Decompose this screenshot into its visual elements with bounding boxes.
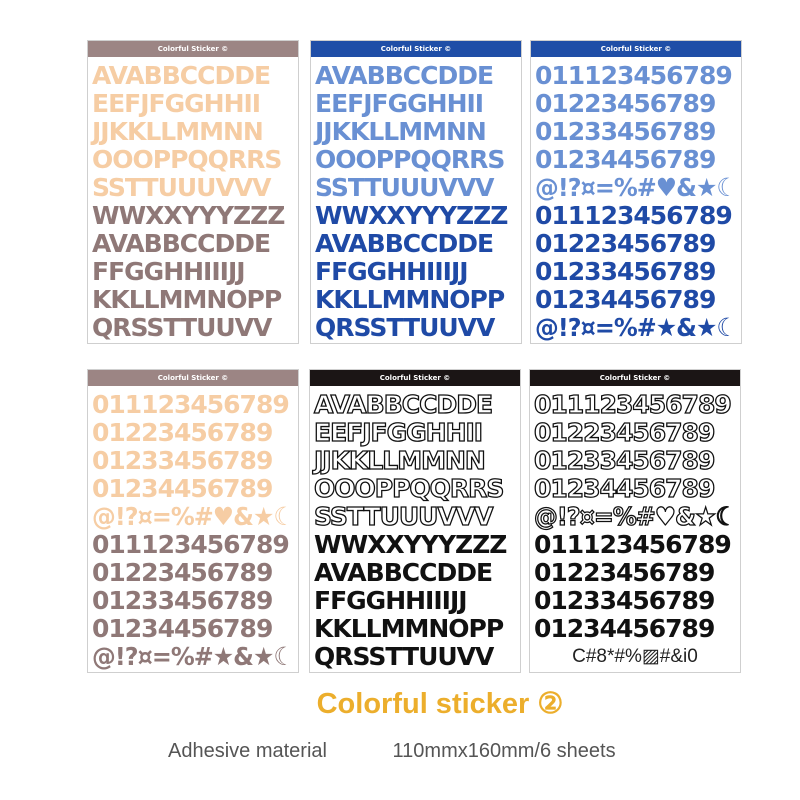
sticker-row: AVABBCCDDE <box>315 229 494 258</box>
sticker-row: KKLLMMNOPP <box>315 285 505 314</box>
sticker-row: FFGGHHIIIJJ <box>314 586 468 615</box>
sticker-row: SSTTUUUVVV <box>315 173 495 202</box>
sticker-row: JJKKLLMMNN <box>92 117 264 146</box>
sticker-row: 011123456789 <box>535 61 733 90</box>
sticker-row: QRSSTTUUVV <box>314 642 494 671</box>
sticker-sheet: Colorful Sticker © 011123456789 0122345678… <box>87 369 299 673</box>
sticker-row: KKLLMMNOPP <box>314 614 504 643</box>
sticker-row: AVABBCCDDE <box>92 229 271 258</box>
sticker-row: @!?¤=%#♥&★☾ <box>535 173 738 202</box>
sticker-row: 011123456789 <box>92 530 290 559</box>
sheet-header: Colorful Sticker © <box>311 41 521 57</box>
sticker-row: KKLLMMNOPP <box>92 285 282 314</box>
sticker-row: FFGGHHIIIJJ <box>315 257 469 286</box>
product-specs: Adhesive material 110mmx160mm/6 sheets <box>168 740 616 763</box>
sticker-row: 01234456789 <box>533 474 716 503</box>
sticker-sheet: Colorful Sticker © 011123456789 0122345678… <box>530 40 742 344</box>
sticker-row: 01233456789 <box>535 117 716 146</box>
sticker-row: 01223456789 <box>533 418 716 447</box>
sticker-row: 01233456789 <box>535 257 716 286</box>
sticker-row: EEFJFGGHHII <box>92 89 261 118</box>
product-title: Colorful sticker ② <box>316 688 564 720</box>
sticker-row: SSTTUUUVVV <box>313 502 494 531</box>
sticker-row: 01233456789 <box>534 586 715 615</box>
sticker-row: QRSSTTUUVV <box>315 313 495 342</box>
sticker-row: AVABBCCDDE <box>315 61 494 90</box>
sticker-row: SSTTUUUVVV <box>92 173 272 202</box>
sticker-row: AVABBCCDDE <box>313 390 493 419</box>
sticker-row: 01233456789 <box>533 446 716 475</box>
sticker-row: 01223456789 <box>535 229 716 258</box>
sticker-row: 01234456789 <box>535 145 716 174</box>
sticker-sheet: Colorful Sticker © AVABBCCDDE EEFJFGGHHII J… <box>87 40 299 344</box>
sheet-header: Colorful Sticker © <box>88 370 298 386</box>
sticker-row: 01223456789 <box>92 418 273 447</box>
sticker-row: AVABBCCDDE <box>314 558 493 587</box>
sheet-header: Colorful Sticker © <box>530 370 740 386</box>
material-label: Adhesive material <box>168 740 327 762</box>
sticker-row: JJKKLLMMNN <box>313 446 486 475</box>
sheet-header: Colorful Sticker © <box>310 370 520 386</box>
sticker-row: 01234456789 <box>92 474 273 503</box>
sticker-row: EEFJFGGHHII <box>313 418 483 447</box>
sheet-header: Colorful Sticker © <box>531 41 741 57</box>
sticker-row: 01223456789 <box>92 558 273 587</box>
sticker-row: C#8*#%▨#&i0 <box>572 646 698 667</box>
sticker-row: JJKKLLMMNN <box>315 117 487 146</box>
sticker-row: @!?¤=%#♥&★☾ <box>533 502 737 531</box>
sheet-header: Colorful Sticker © <box>88 41 298 57</box>
sticker-row: 011123456789 <box>535 201 733 230</box>
sticker-row: @!?¤=%#★&★☾ <box>535 313 738 342</box>
sticker-row: 01234456789 <box>92 614 273 643</box>
sticker-row: OOOPPQQRRS <box>315 145 505 174</box>
sticker-row: 01233456789 <box>92 586 273 615</box>
sticker-row: @!?¤=%#♥&★☾ <box>92 502 295 531</box>
sticker-row: WWXXYYYZZZ <box>314 530 507 559</box>
sticker-row: 011123456789 <box>533 390 732 419</box>
sticker-row: OOOPPQQRRS <box>313 474 505 503</box>
sticker-row: 01234456789 <box>534 614 715 643</box>
sticker-row: AVABBCCDDE <box>92 61 271 90</box>
sticker-row: 01223456789 <box>534 558 715 587</box>
sticker-row: QRSSTTUUVV <box>92 313 272 342</box>
sticker-row: 01234456789 <box>535 285 716 314</box>
sticker-row: EEFJFGGHHII <box>315 89 484 118</box>
sticker-row: 011123456789 <box>92 390 290 419</box>
sticker-row: 01233456789 <box>92 446 273 475</box>
sticker-sheet: Colorful Sticker © AVABBCCDDE EEFJFGGHHII J… <box>310 40 522 344</box>
sticker-row: @!?¤=%#★&★☾ <box>92 642 295 671</box>
size-label: 110mmx160mm/6 sheets <box>392 740 616 762</box>
sticker-row: OOOPPQQRRS <box>92 145 282 174</box>
sticker-row: 01223456789 <box>535 89 716 118</box>
sticker-row: FFGGHHIIIJJ <box>92 257 246 286</box>
sticker-row: 011123456789 <box>534 530 732 559</box>
sticker-row: WWXXYYYZZZ <box>92 201 285 230</box>
sticker-row: WWXXYYYZZZ <box>315 201 508 230</box>
sticker-sheet: Colorful Sticker © AVABBCCDDE EEFJFGGHHII J… <box>309 369 521 673</box>
sticker-sheet: Colorful Sticker © 011123456789 0122345678… <box>529 369 741 673</box>
